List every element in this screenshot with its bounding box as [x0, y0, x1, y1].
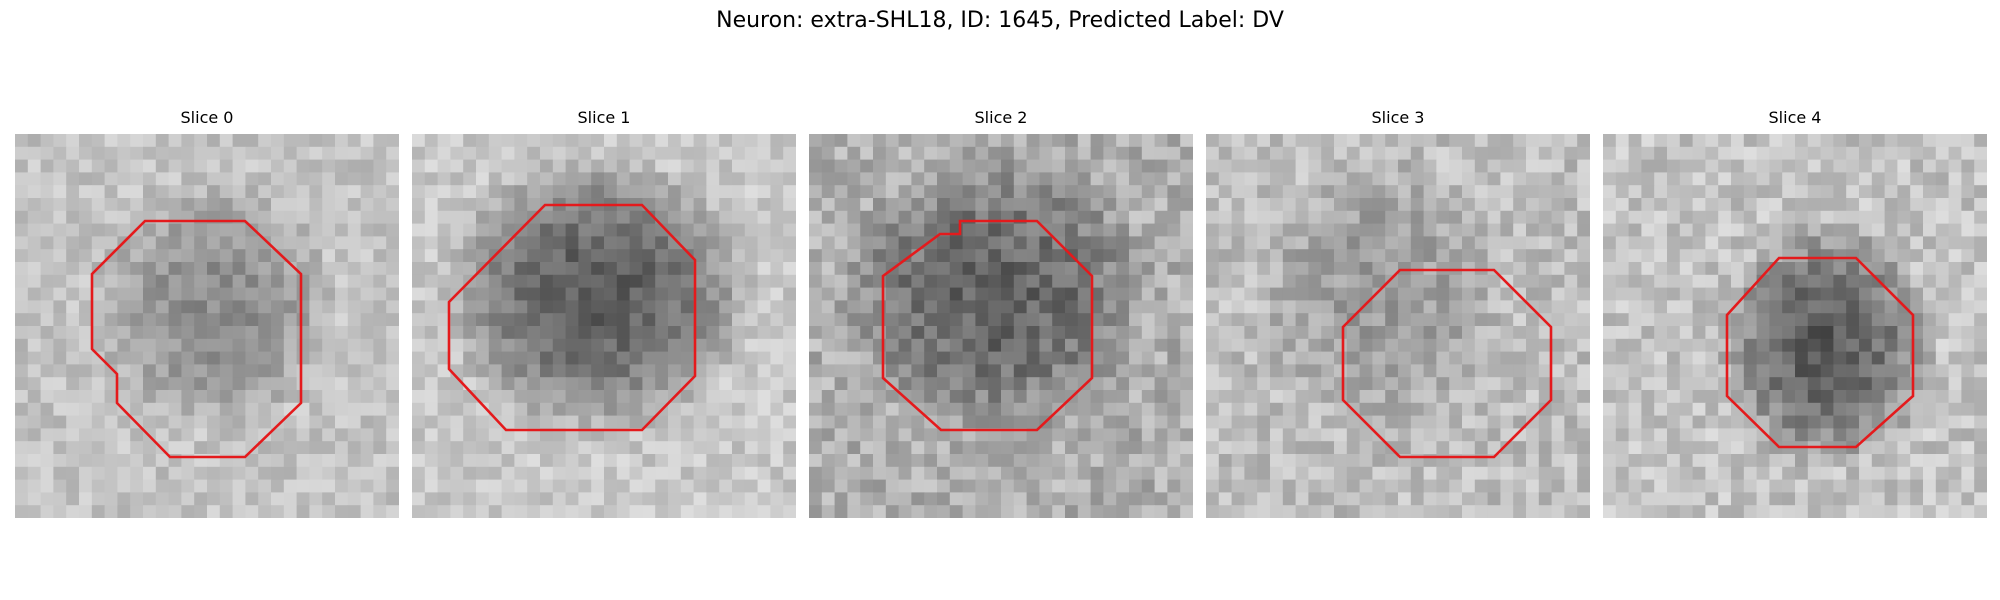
slice-image: [412, 134, 796, 518]
slice-1-image: [412, 134, 796, 518]
roi-outline: [1341, 268, 1553, 459]
roi-outline: [1725, 256, 1915, 449]
pixel-grid: [15, 134, 399, 518]
slice-title: Slice 4: [1768, 108, 1822, 127]
slice-image: [809, 134, 1193, 518]
roi-outline: [90, 219, 303, 459]
slice-image: [1206, 134, 1590, 518]
pixel-grid: [1206, 134, 1590, 518]
slice-3-image: [1206, 134, 1590, 518]
slice-image: [15, 134, 399, 518]
slice-0-image: [15, 134, 399, 518]
figure-title: Neuron: extra-SHL18, ID: 1645, Predicted…: [716, 8, 1284, 33]
pixel-grid: [809, 134, 1193, 518]
roi-outline: [447, 203, 697, 432]
slice-title: Slice 1: [577, 108, 631, 127]
pixel-grid: [1603, 134, 1987, 518]
slice-title: Slice 3: [1371, 108, 1425, 127]
pixel-grid: [412, 134, 796, 518]
slice-4-image: [1603, 134, 1987, 518]
slice-title: Slice 0: [180, 108, 234, 127]
roi-outline: [881, 219, 1094, 432]
slice-2-image: [809, 134, 1193, 518]
slice-title: Slice 2: [974, 108, 1028, 127]
slice-image: [1603, 134, 1987, 518]
